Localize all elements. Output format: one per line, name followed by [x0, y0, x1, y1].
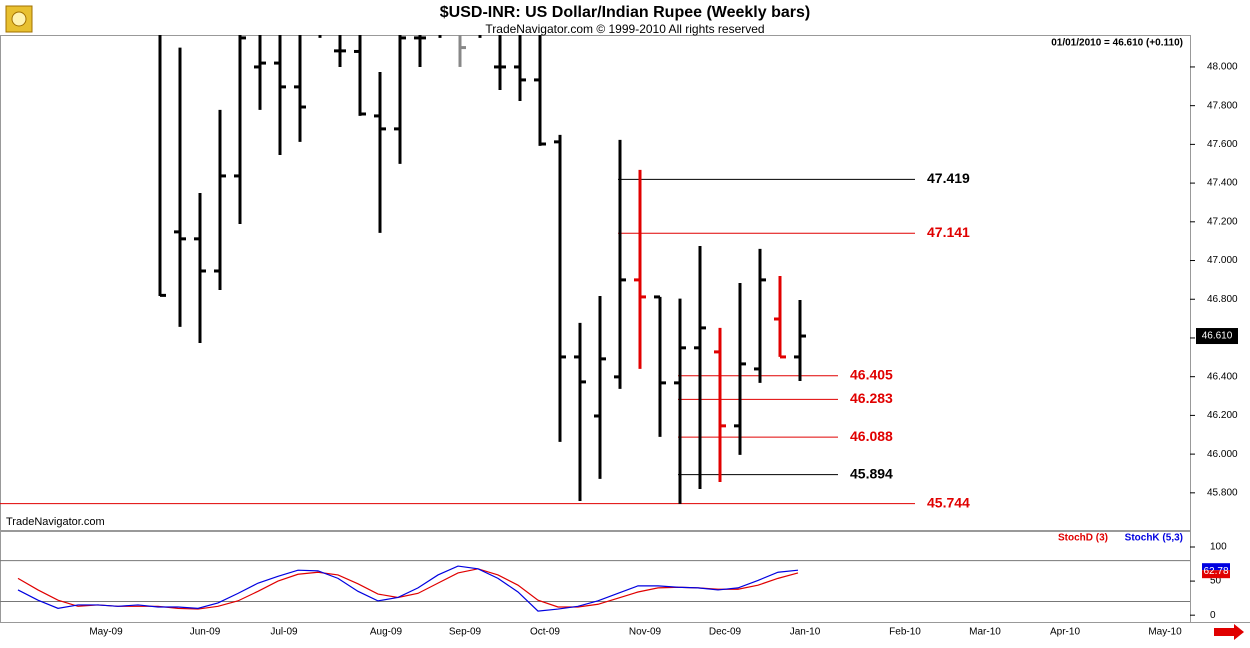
- x-tick-label: Feb-10: [889, 627, 921, 638]
- price-tag: [1196, 328, 1238, 345]
- x-tick-label: Jun-09: [190, 627, 221, 638]
- stoch-tag: 62.78: [1203, 566, 1228, 577]
- legend-label: StochK (5,3): [1125, 533, 1183, 544]
- level-label: 47.419: [927, 170, 970, 186]
- y-tick-label: 46.000: [1207, 449, 1238, 460]
- y-tick-label: 46.200: [1207, 410, 1238, 421]
- y-tick-label: 46.400: [1207, 371, 1238, 382]
- stoch-tag-bg: [1202, 563, 1230, 571]
- legend-label: StochD (3): [1058, 533, 1108, 544]
- x-tick-label: Oct-09: [530, 627, 560, 638]
- price-plot: [0, 35, 915, 505]
- x-tick-label: Jan-10: [790, 627, 821, 638]
- x-tick-label: Apr-10: [1050, 627, 1080, 638]
- x-tick-label: Mar-10: [969, 627, 1001, 638]
- logo: [5, 5, 33, 33]
- stoch-line: [17, 565, 799, 612]
- main-frame: [0, 35, 1191, 531]
- y-tick-label: 45.800: [1207, 487, 1238, 498]
- y-tick-label: 46.800: [1207, 294, 1238, 305]
- level-label: 46.088: [850, 428, 893, 444]
- y-tick-label: 47.200: [1207, 216, 1238, 227]
- y-tick-label: 0: [1210, 610, 1216, 621]
- x-tick-label: May-09: [89, 627, 123, 638]
- level-label: 47.141: [927, 224, 970, 240]
- y-tick-label: 47.800: [1207, 100, 1238, 111]
- x-tick-label: Sep-09: [449, 627, 482, 638]
- price-tag-label: 46.610: [1202, 331, 1233, 342]
- x-tick-label: May-10: [1148, 627, 1182, 638]
- level-label: 46.405: [850, 366, 893, 382]
- scroll-arrow[interactable]: [1214, 624, 1244, 640]
- y-tick-label: 47.000: [1207, 255, 1238, 266]
- quote: 01/01/2010 = 46.610 (+0.110): [1051, 38, 1183, 49]
- x-tick-label: Jul-09: [270, 627, 298, 638]
- x-tick-label: Dec-09: [709, 627, 742, 638]
- chart-title: $USD-INR: US Dollar/Indian Rupee (Weekly…: [440, 4, 810, 21]
- watermark: TradeNavigator.com: [6, 516, 105, 528]
- x-tick-label: Nov-09: [629, 627, 662, 638]
- level-label: 46.283: [850, 390, 893, 406]
- y-tick-label: 48.000: [1207, 62, 1238, 73]
- stoch-tag-bg: [1202, 570, 1230, 579]
- y-tick-label: 100: [1210, 542, 1227, 553]
- y-tick-label: 47.600: [1207, 139, 1238, 150]
- x-tick-label: Aug-09: [370, 627, 403, 638]
- subtitle: TradeNavigator.com © 1999-2010 All right…: [485, 22, 764, 36]
- y-tick-label: 47.400: [1207, 178, 1238, 189]
- level-label: 45.894: [850, 465, 893, 481]
- y-tick-label: 50: [1210, 576, 1222, 587]
- level-label: 45.744: [927, 494, 970, 510]
